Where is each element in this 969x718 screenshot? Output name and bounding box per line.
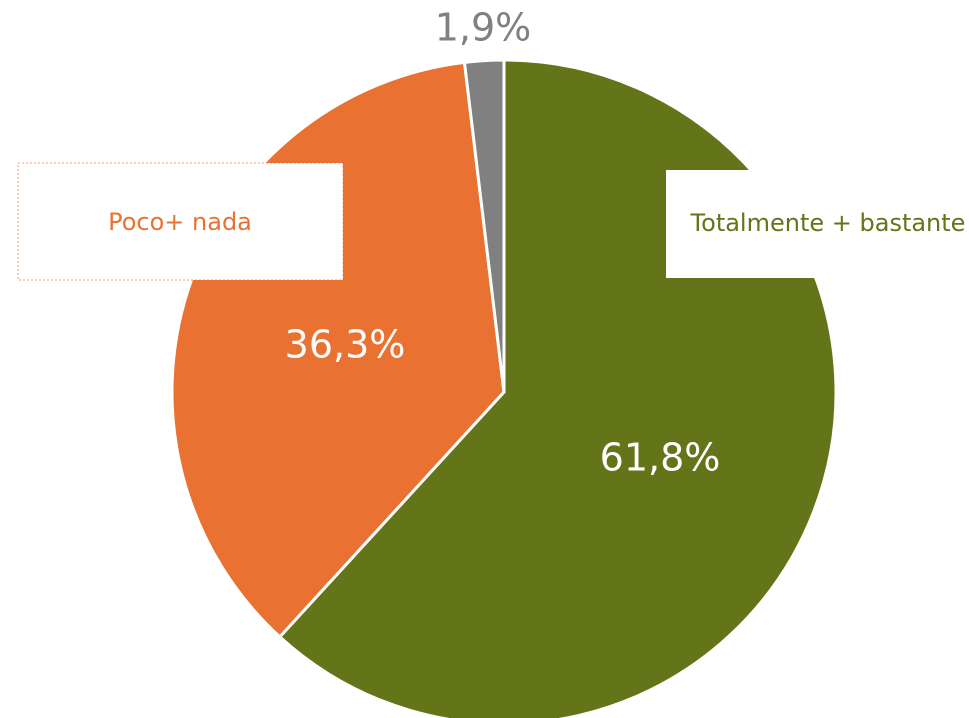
pie-slice <box>462 58 506 394</box>
category-label-box <box>17 162 344 281</box>
category-label: Poco+ nada <box>108 208 252 236</box>
data-label: 36,3% <box>285 323 406 367</box>
category-label-box <box>666 170 969 278</box>
category-label: Totalmente + bastante <box>690 209 966 237</box>
data-label: 61,8% <box>600 436 721 480</box>
data-label: 1,9% <box>435 6 532 50</box>
